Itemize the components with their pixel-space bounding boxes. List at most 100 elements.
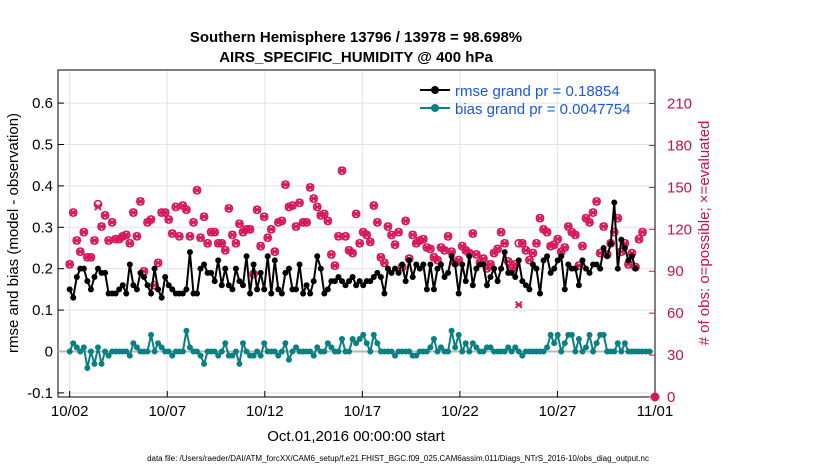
obs-possible-marker (330, 261, 340, 271)
rmse-point (593, 261, 600, 268)
axis-ticks: 10/02 10/07 10/12 10/17 10/22 10/27 11/01 -0.1 0… (27, 95, 692, 420)
bias-point (94, 344, 101, 351)
obs-evaluated-marker (638, 228, 647, 236)
bias-point (169, 352, 176, 359)
obs-evaluated-marker (122, 231, 131, 239)
obs-possible-marker (224, 203, 234, 213)
obs-evaluated-marker (585, 218, 594, 227)
plot-frame (57, 69, 656, 398)
rmse-point (597, 265, 604, 272)
bias-point (392, 352, 399, 359)
bias-point (515, 348, 522, 355)
rmse-point (130, 282, 137, 289)
obs-possible-marker (592, 196, 601, 206)
rmse-point (526, 286, 533, 293)
obs-evaluated-marker (369, 201, 378, 210)
bias-point (211, 348, 218, 355)
data-file-footnote: data file: /Users/raeder/DAI/ATM_forcXX/… (147, 454, 649, 463)
obs-possible-marker (341, 231, 350, 241)
obs-possible-marker (270, 247, 280, 257)
obs-possible-marker (323, 216, 333, 226)
obs-possible-marker (312, 202, 322, 212)
obs-possible-marker (121, 230, 131, 240)
bias-point (250, 352, 257, 359)
bias-point (144, 348, 151, 355)
y-right-tick-label: 120 (667, 221, 692, 238)
bias-point (183, 327, 190, 334)
rmse-point (554, 257, 561, 264)
obs-possible-marker (203, 238, 213, 248)
rmse-point (278, 290, 285, 297)
obs-evaluated-marker (564, 222, 573, 231)
obs-evaluated-marker (327, 250, 336, 259)
obs-evaluated-marker (164, 215, 173, 224)
rmse-point (611, 199, 618, 206)
obs-possible-marker (65, 259, 75, 269)
obs-possible-marker (68, 208, 78, 217)
rmse-point (293, 286, 300, 293)
bias-point (186, 344, 193, 351)
obs-possible-marker (525, 255, 534, 265)
obs-possible-marker (369, 201, 379, 210)
bias-point (363, 340, 370, 347)
bias-point (445, 348, 452, 355)
obs-possible-marker (220, 245, 230, 255)
obs-possible-marker (319, 209, 329, 219)
y-left-tick-label: 0 (45, 343, 53, 360)
bias-point (448, 327, 455, 334)
obs-evaluated-marker (253, 205, 261, 214)
rmse-point (466, 253, 473, 260)
obs-possible-marker (281, 180, 290, 189)
obs-evaluated-marker (497, 228, 505, 236)
obs-possible-marker (500, 238, 510, 248)
rmse-point (116, 286, 123, 293)
bias-point (547, 331, 554, 338)
rmse-point (335, 273, 342, 280)
obs-evaluated-marker (338, 166, 346, 175)
bias-point (427, 344, 434, 351)
obs-possible-marker (100, 210, 110, 220)
bias-point (480, 348, 487, 355)
obs-evaluated-marker (133, 232, 141, 241)
obs-evaluated-marker (278, 217, 286, 225)
rmse-point (448, 253, 455, 260)
bias-point (356, 336, 363, 343)
y-left-tick-label: 0.1 (32, 302, 53, 319)
rmse-point (70, 294, 77, 301)
obs-evaluated-marker (256, 242, 265, 250)
obs-evaluated-marker (281, 180, 290, 189)
obs-evaluated-marker (87, 253, 95, 262)
obs-evaluated-marker (302, 218, 311, 227)
obs-possible-marker (454, 255, 464, 265)
obs-possible-marker (75, 247, 85, 257)
obs-evaluated-marker (529, 249, 537, 257)
rmse-point (561, 286, 568, 293)
bias-point (232, 348, 239, 355)
obs-evaluated-marker (97, 222, 106, 231)
bias-point (572, 348, 579, 355)
obs-evaluated-marker (550, 240, 558, 249)
obs-possible-marker (634, 234, 644, 244)
obs-evaluated-marker (348, 249, 357, 257)
y-right-tick-label: 0 (667, 389, 675, 406)
obs-possible-marker (305, 182, 315, 192)
bias-point (98, 360, 105, 367)
obs-possible-marker (79, 227, 89, 237)
rmse-point (222, 265, 229, 272)
obs-evaluated-marker (536, 214, 544, 222)
obs-evaluated-marker (444, 232, 452, 241)
obs-possible-marker (390, 240, 400, 250)
rmse-point (395, 269, 402, 276)
rmse-point (94, 265, 101, 272)
obs-possible-marker (309, 194, 319, 203)
bias-point (80, 344, 87, 351)
obs-possible-marker (164, 215, 174, 224)
rmse-point (271, 257, 278, 264)
rmse-point (218, 282, 225, 289)
bias-point (413, 352, 420, 359)
obs-possible-marker (351, 209, 361, 219)
obs-evaluated-marker (387, 231, 396, 239)
obs-evaluated-marker (72, 236, 81, 245)
x-tick-label: 10/17 (344, 403, 382, 420)
bias-point (582, 344, 589, 351)
